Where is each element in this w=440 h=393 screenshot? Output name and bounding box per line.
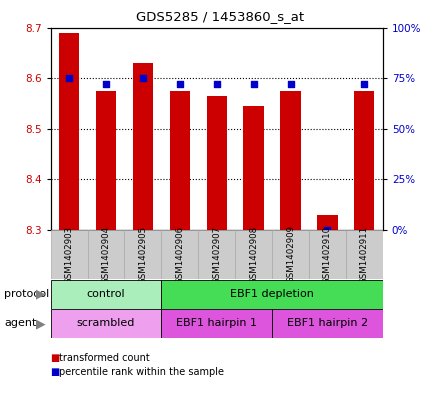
Bar bbox=[280, 91, 301, 230]
Bar bbox=[96, 91, 116, 230]
Text: EBF1 hairpin 2: EBF1 hairpin 2 bbox=[287, 318, 368, 329]
Bar bbox=[272, 309, 383, 338]
Text: GSM1402907: GSM1402907 bbox=[212, 226, 221, 283]
Text: GDS5285 / 1453860_s_at: GDS5285 / 1453860_s_at bbox=[136, 10, 304, 23]
Point bbox=[213, 81, 220, 87]
Text: GSM1402906: GSM1402906 bbox=[175, 226, 184, 283]
Text: percentile rank within the sample: percentile rank within the sample bbox=[59, 367, 224, 377]
Bar bbox=[354, 91, 374, 230]
Bar bbox=[243, 106, 264, 230]
Text: agent: agent bbox=[4, 318, 37, 329]
Text: control: control bbox=[87, 289, 125, 299]
Bar bbox=[272, 230, 309, 279]
Text: protocol: protocol bbox=[4, 289, 50, 299]
Bar bbox=[161, 230, 198, 279]
Bar bbox=[235, 230, 272, 279]
Point bbox=[324, 227, 331, 233]
Bar bbox=[133, 63, 153, 230]
Point bbox=[103, 81, 110, 87]
Bar bbox=[317, 215, 337, 230]
Bar bbox=[309, 230, 346, 279]
Bar bbox=[51, 230, 88, 279]
Point bbox=[66, 75, 73, 81]
Text: GSM1402909: GSM1402909 bbox=[286, 226, 295, 283]
Bar bbox=[88, 230, 125, 279]
Text: GSM1402904: GSM1402904 bbox=[102, 226, 110, 283]
Point bbox=[361, 81, 368, 87]
Bar bbox=[51, 280, 161, 309]
Text: EBF1 hairpin 1: EBF1 hairpin 1 bbox=[176, 318, 257, 329]
Text: GSM1402908: GSM1402908 bbox=[249, 226, 258, 283]
Text: ■: ■ bbox=[51, 353, 60, 363]
Text: GSM1402910: GSM1402910 bbox=[323, 226, 332, 283]
Text: scrambled: scrambled bbox=[77, 318, 135, 329]
Bar bbox=[198, 230, 235, 279]
Bar bbox=[51, 309, 161, 338]
Text: EBF1 depletion: EBF1 depletion bbox=[230, 289, 314, 299]
Text: GSM1402905: GSM1402905 bbox=[138, 226, 147, 283]
Bar bbox=[59, 33, 79, 230]
Bar bbox=[170, 91, 190, 230]
Text: ■: ■ bbox=[51, 367, 60, 377]
Text: ▶: ▶ bbox=[36, 288, 45, 301]
Text: ▶: ▶ bbox=[36, 317, 45, 330]
Text: GSM1402903: GSM1402903 bbox=[65, 226, 73, 283]
Point bbox=[139, 75, 147, 81]
Bar bbox=[206, 96, 227, 230]
Text: transformed count: transformed count bbox=[59, 353, 150, 363]
Text: GSM1402911: GSM1402911 bbox=[360, 226, 369, 283]
Bar bbox=[161, 280, 383, 309]
Bar bbox=[125, 230, 161, 279]
Point bbox=[287, 81, 294, 87]
Bar bbox=[346, 230, 383, 279]
Point bbox=[250, 81, 257, 87]
Bar bbox=[161, 309, 272, 338]
Point bbox=[176, 81, 183, 87]
